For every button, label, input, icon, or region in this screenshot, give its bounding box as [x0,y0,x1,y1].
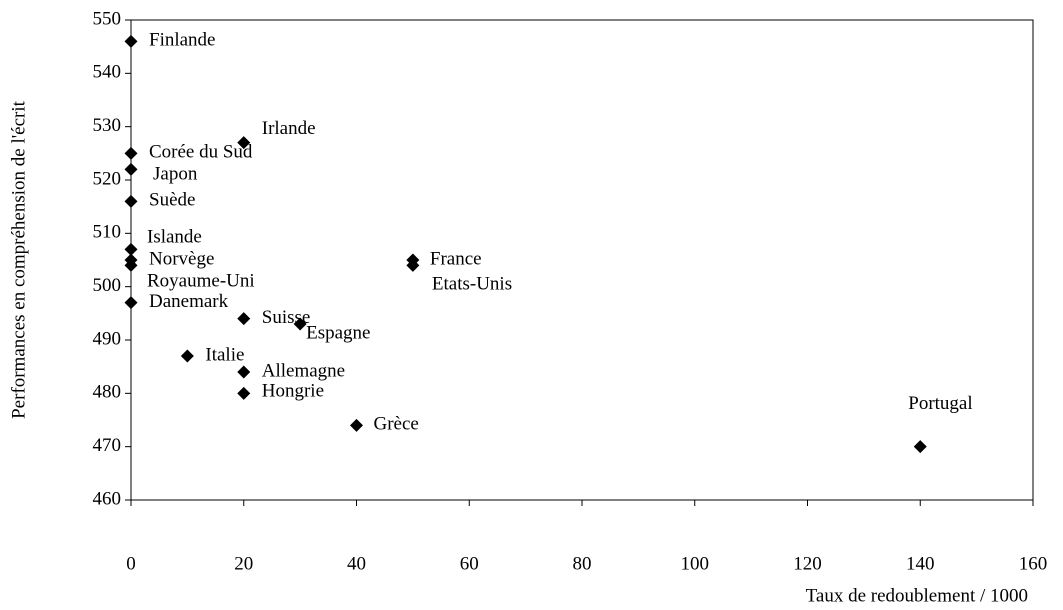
point-label: Corée du Sud [149,142,253,163]
y-tick-label: 460 [93,488,122,509]
x-tick-label: 100 [681,553,710,574]
x-tick-label: 0 [126,553,136,574]
point [124,146,138,160]
x-tick-label: 20 [234,553,253,574]
x-tick-label: 160 [1019,553,1048,574]
point [124,162,138,176]
point [124,34,138,48]
point-label: Grèce [374,414,419,435]
point [237,136,251,150]
point [124,194,138,208]
point [180,349,194,363]
point-label: Etats-Unis [432,274,512,295]
y-tick-label: 470 [93,435,122,456]
point [406,258,420,272]
point-label: Irlande [262,118,316,139]
point [350,418,363,432]
point [293,317,307,331]
x-tick-label: 40 [347,553,366,574]
point-label: Danemark [149,291,229,312]
y-tick-label: 520 [93,168,122,189]
point [124,242,138,256]
point [124,296,138,310]
point [237,312,251,326]
x-tick-label: 140 [906,553,935,574]
y-tick-label: 530 [93,115,122,136]
x-tick-label: 60 [460,553,479,574]
point-label: Suède [149,190,195,211]
point [237,386,251,400]
y-tick-label: 550 [93,8,122,29]
point-label: Islande [147,227,202,248]
point-label: Portugal [908,393,972,414]
point-label: France [430,248,482,269]
point-label: Norvège [149,248,214,269]
y-axis-label: Performances en compréhension de l'écrit [8,100,29,419]
plot-area [130,19,1034,501]
y-tick-label: 500 [93,275,122,296]
point [913,440,927,454]
point-label: Allemagne [262,360,345,381]
point-label: Espagne [306,322,370,343]
point [237,365,251,379]
x-tick-label: 120 [793,553,822,574]
point-label: Royaume-Uni [147,271,255,292]
point-label: Hongrie [262,381,324,402]
point [124,258,138,272]
y-tick-label: 540 [93,62,122,83]
point-label: Japon [153,164,198,185]
point-label: Italie [205,344,244,365]
y-tick-label: 480 [93,382,122,403]
x-axis-label: Taux de redoublement / 1000 [806,585,1028,606]
x-tick-label: 80 [573,553,592,574]
point-label: Finlande [149,30,216,51]
y-tick-label: 490 [93,328,122,349]
y-tick-label: 510 [93,222,122,243]
